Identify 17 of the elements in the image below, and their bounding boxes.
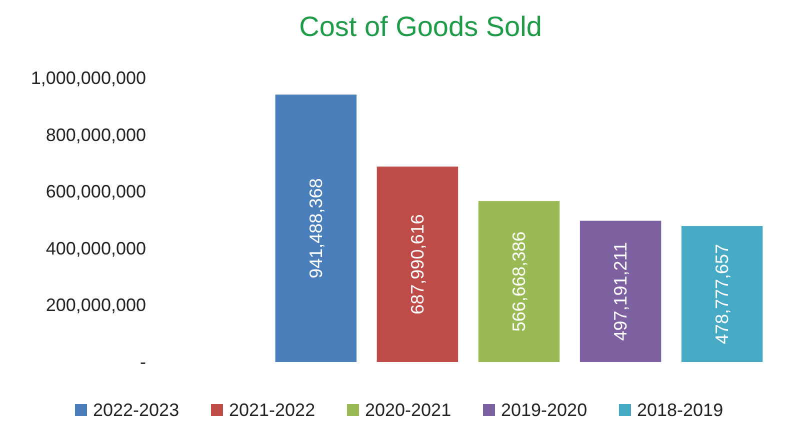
y-tick-label: 1,000,000,000 (30, 68, 146, 88)
data-label: 478,777,657 (712, 244, 732, 344)
y-tick-label: 400,000,000 (46, 238, 146, 258)
y-tick-label: 600,000,000 (46, 182, 146, 202)
data-label: 687,990,616 (407, 214, 428, 314)
chart-title: Cost of Goods Sold (299, 11, 542, 42)
y-tick-label: 800,000,000 (46, 124, 146, 145)
data-label: 497,191,211 (610, 242, 631, 341)
data-label: 566,668,386 (509, 231, 529, 332)
data-label: 941,488,368 (306, 178, 326, 278)
legend-label: 2022-2023 (93, 400, 180, 420)
y-tick-label: 200,000,000 (46, 295, 146, 316)
y-tick-label: - (140, 352, 146, 372)
legend-label: 2020-2021 (365, 400, 452, 420)
legend-label: 2018-2019 (637, 400, 724, 420)
legend-label: 2019-2020 (501, 400, 588, 420)
legend-label: 2021-2022 (229, 400, 316, 420)
